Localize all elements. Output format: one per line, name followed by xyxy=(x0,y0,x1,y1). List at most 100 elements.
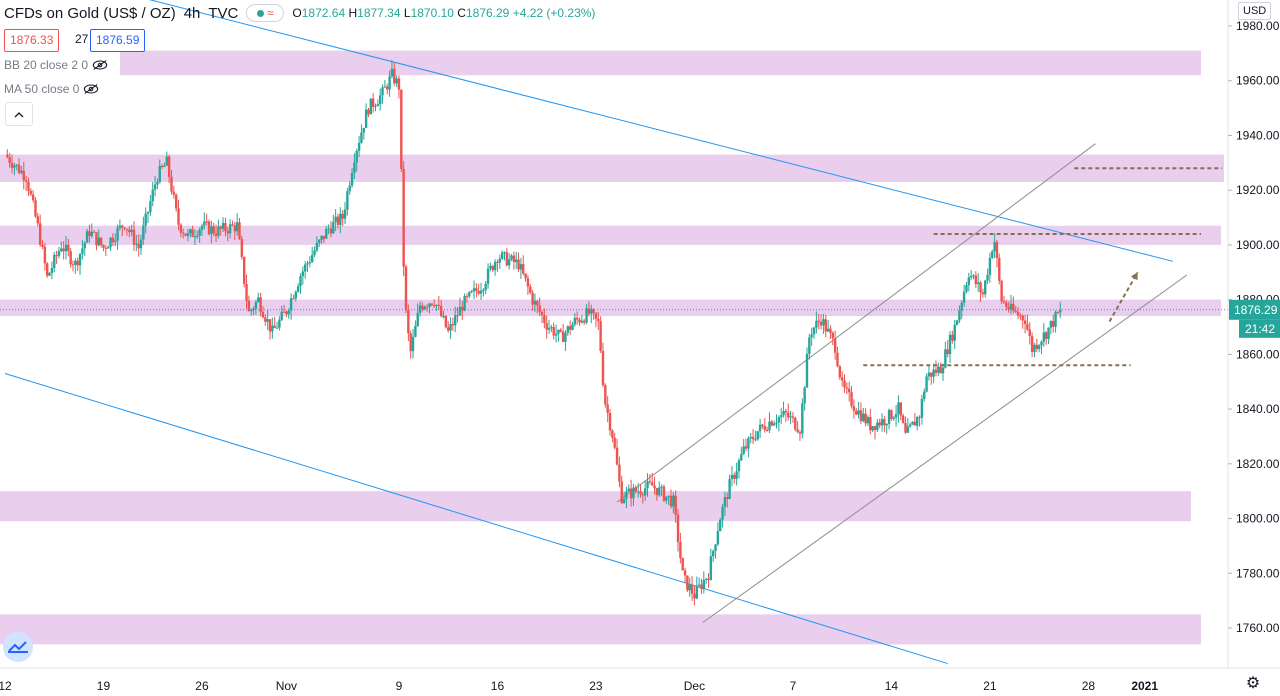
candle-body xyxy=(292,298,295,300)
candle-body xyxy=(409,333,412,352)
candle-body xyxy=(219,226,222,229)
candle-body xyxy=(486,268,490,284)
candle-body xyxy=(261,311,265,318)
candle-body xyxy=(491,265,494,271)
candle-body xyxy=(315,242,319,251)
candle-body xyxy=(779,415,783,418)
candle-body xyxy=(819,321,823,326)
candle-body xyxy=(221,223,225,229)
y-tick-label: 1840.00 xyxy=(1236,402,1280,416)
eye-hidden-icon[interactable] xyxy=(92,59,108,71)
candle-body xyxy=(590,309,593,314)
high-label: H xyxy=(348,6,358,20)
candle-body xyxy=(550,327,553,329)
candle-body xyxy=(160,165,164,167)
trendline-upper xyxy=(149,0,1173,262)
price-zone xyxy=(0,614,1201,645)
candle-body xyxy=(104,247,108,249)
candle-body xyxy=(468,292,471,297)
candle-body xyxy=(613,437,616,448)
candle-body xyxy=(639,491,642,495)
candle-body xyxy=(165,156,169,166)
candle-body xyxy=(716,531,720,545)
candle-body xyxy=(81,248,84,254)
candle-body xyxy=(29,190,32,195)
candle-body xyxy=(268,319,272,332)
candle-body xyxy=(395,78,398,84)
candle-body xyxy=(566,326,569,333)
candle-body xyxy=(114,240,117,243)
countdown-tag xyxy=(1239,319,1280,338)
candle-body xyxy=(264,317,267,322)
candle-body xyxy=(526,278,530,287)
candle-body xyxy=(437,304,441,306)
candle-body xyxy=(184,233,187,236)
candle-body xyxy=(627,488,630,492)
tradingview-logo[interactable] xyxy=(3,632,33,662)
candle-body xyxy=(700,584,703,590)
y-tick-label: 1860.00 xyxy=(1236,347,1280,361)
candle-body xyxy=(74,260,77,265)
candle-body xyxy=(573,317,577,325)
candle-body xyxy=(599,321,602,351)
candle-body xyxy=(1037,345,1041,350)
candle-body xyxy=(850,392,853,407)
candle-body xyxy=(1054,312,1057,327)
candle-body xyxy=(507,259,511,266)
currency-button[interactable]: USD xyxy=(1238,2,1272,20)
candle-body xyxy=(552,327,555,336)
candle-body xyxy=(540,311,544,316)
candle-body xyxy=(444,315,448,328)
candle-body xyxy=(454,315,457,326)
candle-body xyxy=(186,233,190,236)
candle-body xyxy=(207,221,211,235)
candle-body xyxy=(371,98,375,107)
settings-gear-icon[interactable]: ⚙ xyxy=(1245,675,1261,692)
candle-body xyxy=(979,282,982,293)
candle-body xyxy=(632,487,635,499)
indicator-ma[interactable]: MA 50 close 0 xyxy=(4,82,99,96)
candle-body xyxy=(149,201,152,212)
market-status-badge[interactable]: ≈ xyxy=(246,4,285,22)
time-axis[interactable]: 12 19 26 Nov 9 16 23 Dec 7 14 21 28 2021 xyxy=(0,679,1158,693)
collapse-legend-button[interactable] xyxy=(5,102,33,126)
candle-body xyxy=(34,200,37,217)
cloud-logo-icon xyxy=(8,641,28,653)
candle-body xyxy=(346,191,349,210)
candle-body xyxy=(740,453,743,461)
candle-body xyxy=(869,417,872,431)
candle-body xyxy=(714,544,717,551)
candle-body xyxy=(515,259,518,263)
eye-hidden-icon[interactable] xyxy=(83,83,99,95)
candle-body xyxy=(916,417,919,426)
candle-body xyxy=(393,68,396,84)
candle-body xyxy=(489,265,492,269)
price-axis[interactable]: 1760.00 1780.00 1800.00 1820.00 1840.00 1860.… xyxy=(1228,19,1280,635)
candle-body xyxy=(531,292,534,305)
indicator-ma-label: MA 50 close 0 xyxy=(4,82,80,96)
candle-body xyxy=(1005,302,1008,308)
interval-label[interactable]: 4h xyxy=(183,4,201,22)
open-value: 1872.64 xyxy=(301,6,346,20)
candle-body xyxy=(946,349,949,355)
candle-body xyxy=(496,261,499,263)
candle-body xyxy=(38,223,42,245)
y-tick-label: 1780.00 xyxy=(1236,566,1280,580)
candle-body xyxy=(163,165,166,167)
candle-body xyxy=(355,150,358,163)
candle-body xyxy=(482,290,485,292)
sell-price-button[interactable]: 1876.33 xyxy=(4,29,60,52)
candle-body xyxy=(153,184,157,190)
indicator-bb[interactable]: BB 20 close 2 0 xyxy=(4,58,108,72)
candle-body xyxy=(878,422,881,426)
candle-body xyxy=(118,225,122,228)
symbol-title[interactable]: CFDs on Gold (US$ / OZ) xyxy=(4,4,176,22)
candle-body xyxy=(885,423,888,426)
candle-body xyxy=(660,486,663,488)
candle-body xyxy=(815,320,818,328)
candle-body xyxy=(604,385,607,405)
candle-body xyxy=(90,231,93,236)
buy-price-button[interactable]: 1876.59 xyxy=(90,29,146,52)
candle-body xyxy=(524,273,527,279)
